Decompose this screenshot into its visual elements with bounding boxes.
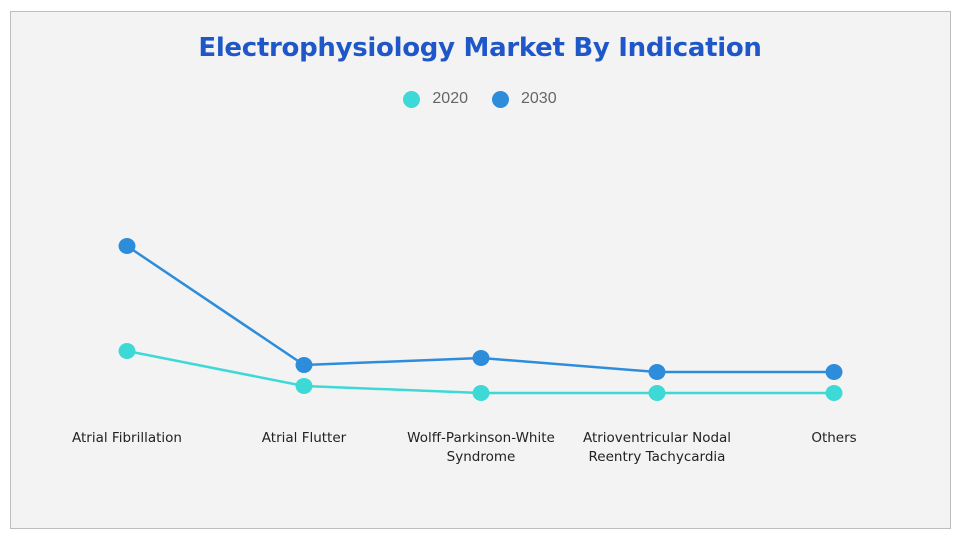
x-tick-label-line: Atrioventricular Nodal	[582, 430, 732, 446]
legend: 2020 2030	[0, 90, 960, 108]
data-point-2030-2[interactable]	[472, 350, 490, 366]
x-tick-label: Atrioventricular Nodal Reentry Tachycardi…	[567, 429, 747, 467]
x-tick-label-line: Atrial Flutter	[261, 430, 347, 446]
legend-label-2030: 2030	[521, 90, 557, 107]
x-tick-label-line: Atrial Fibrillation	[72, 430, 182, 446]
data-point-2020-1[interactable]	[295, 378, 313, 394]
x-tick-label-line: Wolff-Parkinson-White	[407, 430, 555, 446]
legend-item-2030[interactable]: 2030	[492, 90, 557, 108]
data-point-2030-1[interactable]	[295, 357, 313, 373]
data-point-2030-0[interactable]	[118, 238, 136, 254]
data-point-2020-4[interactable]	[825, 385, 843, 401]
chart-title: Electrophysiology Market By Indication	[198, 33, 762, 63]
x-tick-label: Atrial Flutter	[214, 429, 394, 448]
legend-marker-2020	[403, 90, 421, 108]
legend-marker-2030	[492, 90, 509, 108]
legend-item-2020[interactable]: 2020	[403, 90, 468, 108]
x-tick-label-line: Reentry Tachycardia	[588, 449, 726, 465]
legend-label-2020: 2020	[432, 90, 468, 107]
x-tick-label: Wolff-Parkinson-White Syndrome	[391, 429, 571, 467]
data-point-2020-2[interactable]	[472, 385, 490, 401]
x-tick-label: Atrial Fibrillation	[37, 429, 217, 448]
data-point-2020-0[interactable]	[118, 343, 136, 359]
data-point-2020-3[interactable]	[648, 385, 666, 401]
data-point-2030-3[interactable]	[648, 364, 666, 380]
chart-frame	[10, 11, 951, 529]
x-tick-label-line: Others	[811, 430, 857, 446]
x-tick-label: Others	[744, 429, 924, 448]
data-point-2030-4[interactable]	[825, 364, 843, 380]
x-tick-label-line: Syndrome	[446, 449, 516, 465]
